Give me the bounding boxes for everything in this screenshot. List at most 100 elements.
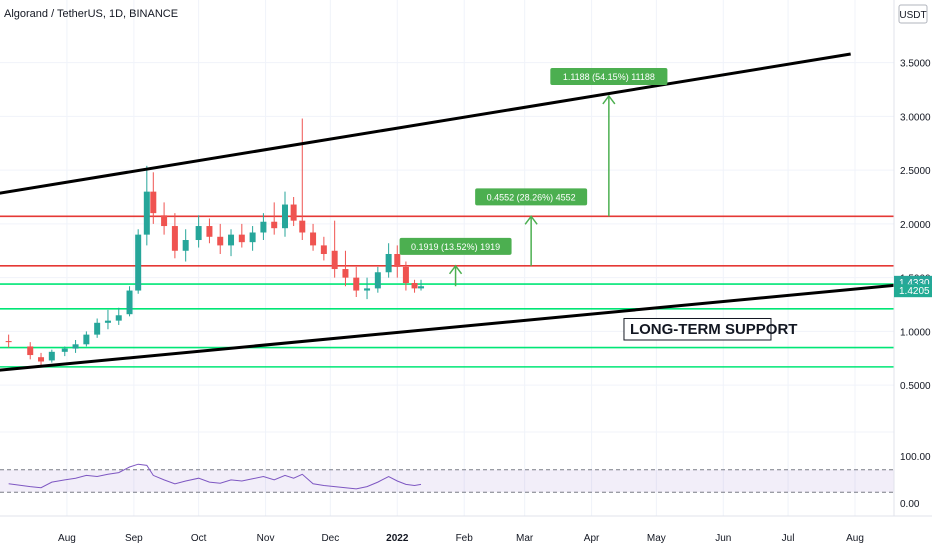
measure-arrowhead xyxy=(524,215,538,225)
candle-body xyxy=(394,253,401,267)
candle xyxy=(161,202,168,235)
grid xyxy=(0,0,894,516)
candle-body xyxy=(161,215,168,227)
candle xyxy=(310,223,317,251)
time-tick-label: Aug xyxy=(58,533,76,544)
candle xyxy=(115,307,122,325)
channel-line xyxy=(0,52,851,195)
price-axis: 3.50003.00002.50002.00001.50001.00000.50… xyxy=(893,0,931,516)
candle-body xyxy=(271,221,278,229)
candle xyxy=(411,279,418,293)
measure-arrowhead xyxy=(448,264,463,275)
measure-label-box xyxy=(475,188,588,206)
candle xyxy=(385,243,392,278)
candle xyxy=(394,245,401,278)
measure-arrowhead xyxy=(602,94,616,105)
candle-body xyxy=(418,286,425,289)
candle-body xyxy=(342,269,349,278)
candle-body xyxy=(282,204,288,229)
measure-annotation: 1.1188 (54.15%) 11188 xyxy=(550,67,668,217)
candle xyxy=(143,165,150,246)
candle xyxy=(282,191,288,237)
measure-label: 0.1919 (13.52%) 1919 xyxy=(411,242,500,252)
candle xyxy=(374,266,381,293)
candle-body xyxy=(115,315,122,321)
candle-body xyxy=(94,322,101,335)
price-tick-label: 3.5000 xyxy=(900,59,931,70)
candle-body xyxy=(171,226,178,251)
candle-body xyxy=(104,320,111,323)
candle-body xyxy=(135,234,142,291)
candle-body xyxy=(206,226,213,237)
candle-body xyxy=(299,220,306,233)
candle-body xyxy=(402,266,409,284)
horizontal-levels xyxy=(0,215,894,368)
candle xyxy=(249,226,256,251)
candle xyxy=(353,266,360,297)
candle xyxy=(126,286,133,317)
candle xyxy=(299,118,306,241)
candle-body xyxy=(83,334,90,345)
time-tick-label: May xyxy=(647,533,666,544)
candle xyxy=(5,334,12,348)
candle xyxy=(342,250,349,287)
measure-label: 0.4552 (28.26%) 4552 xyxy=(487,192,576,202)
time-tick-label: Dec xyxy=(321,533,339,544)
candle-body xyxy=(385,253,392,273)
candle xyxy=(38,352,45,366)
candle-body xyxy=(27,346,34,356)
candle xyxy=(195,215,202,248)
measure-annotation: 0.4552 (28.26%) 4552 xyxy=(475,188,588,266)
candle xyxy=(83,331,90,347)
candle-body xyxy=(374,272,381,289)
candle-body xyxy=(320,245,327,254)
candle xyxy=(217,223,224,254)
price-tick-label: 2.0000 xyxy=(900,220,931,231)
currency-badge[interactable]: USDT xyxy=(898,4,928,24)
time-tick-label: Jun xyxy=(715,533,731,544)
candle xyxy=(171,213,178,259)
time-tick-label: Mar xyxy=(516,533,534,544)
candle xyxy=(238,223,245,248)
candle xyxy=(418,279,425,291)
candle xyxy=(150,172,157,224)
candle-body xyxy=(260,221,267,233)
candle-body xyxy=(331,250,338,270)
time-tick-label: Oct xyxy=(191,533,207,544)
candle-body xyxy=(126,290,133,315)
price-tick-label: 0.5000 xyxy=(900,381,931,392)
rsi-tick-label: 100.00 xyxy=(900,452,931,463)
rsi-line xyxy=(8,463,422,490)
price-tick-label: 3.0000 xyxy=(900,112,931,123)
candle xyxy=(402,261,409,291)
candle-body xyxy=(195,226,202,241)
price-badge-label: 1.4205 xyxy=(899,286,930,297)
candle xyxy=(182,229,189,262)
candle-body xyxy=(364,288,371,291)
price-tick-label: 2.5000 xyxy=(900,166,931,177)
candle-body xyxy=(217,236,224,246)
candle xyxy=(260,213,267,241)
channel-lines xyxy=(0,52,897,372)
candle-body xyxy=(228,234,235,246)
time-tick-label: Apr xyxy=(584,533,600,544)
long-term-support-callout: LONG-TERM SUPPORT xyxy=(623,317,798,341)
price-badge-box xyxy=(894,284,932,298)
rsi-pane xyxy=(0,463,894,493)
callout-text: LONG-TERM SUPPORT xyxy=(630,321,798,338)
price-tick-label: 1.0000 xyxy=(900,327,931,338)
candle xyxy=(228,229,235,257)
candle xyxy=(364,277,371,300)
candle xyxy=(320,236,327,261)
time-tick-label: Aug xyxy=(846,533,864,544)
candle xyxy=(94,318,101,338)
candle-body xyxy=(249,232,256,243)
chart-title: Algorand / TetherUS, 1D, BINANCE xyxy=(4,8,178,20)
candle-body xyxy=(143,191,150,235)
measure-annotations: 0.1919 (13.52%) 1919 0.4552 (28.26%) 4552… xyxy=(399,67,668,287)
candle xyxy=(104,309,111,330)
candle-body xyxy=(182,240,189,251)
candle-body xyxy=(48,351,55,361)
candle xyxy=(48,349,55,363)
